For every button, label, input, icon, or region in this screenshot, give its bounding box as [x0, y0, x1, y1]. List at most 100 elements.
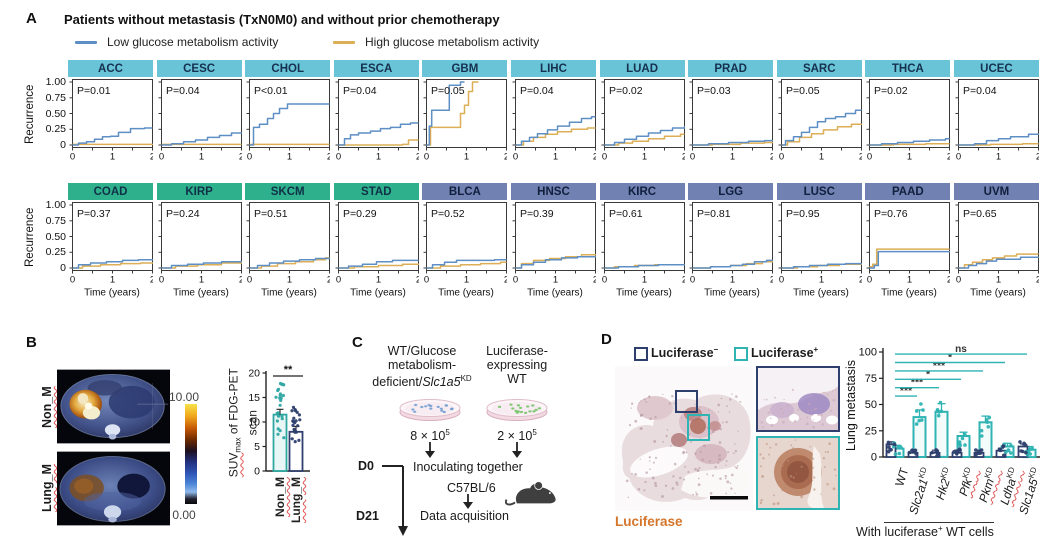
km-plot-SARC: P=0.05 0 1 2 [778, 79, 864, 163]
legend-item-high: High glucose metabolism activity [333, 35, 539, 49]
km-panel-GBM: GBM P=0.05 0 1 2 [422, 60, 510, 168]
cancer-type-header: BLCA [422, 183, 508, 200]
svg-text:0: 0 [336, 152, 341, 163]
svg-text:0: 0 [956, 275, 961, 286]
low-activity-line-swatch [75, 40, 97, 44]
svg-text:0: 0 [956, 152, 961, 163]
svg-text:0: 0 [867, 152, 872, 163]
svg-text:P=0.01: P=0.01 [77, 85, 111, 97]
timeline-day21-label: D21 [356, 509, 379, 523]
km-plot-STAD: P=0.29 0 1 2 Time (years) [335, 202, 421, 299]
svg-text:P=0.04: P=0.04 [166, 85, 200, 97]
svg-text:2: 2 [504, 152, 507, 163]
panel-d-letter: D [601, 331, 612, 348]
km-panel-PAAD: PAAD P=0.76 0 1 2 Time (years) [865, 183, 952, 305]
svg-text:2: 2 [150, 275, 153, 286]
svg-text:1: 1 [996, 275, 1001, 286]
svg-text:0: 0 [779, 152, 784, 163]
svg-text:2: 2 [947, 275, 950, 286]
svg-text:0: 0 [254, 466, 260, 478]
timeline-arrow [382, 465, 408, 536]
svg-text:2: 2 [238, 152, 241, 163]
svg-text:2: 2 [770, 275, 773, 286]
svg-text:1: 1 [730, 152, 735, 163]
svg-text:2: 2 [416, 275, 419, 286]
timeline-day0-label: D0 [358, 459, 374, 473]
cancer-type-header: LUAD [599, 60, 685, 77]
panel-a-title: Patients without metastasis (TxN0M0) and… [64, 12, 500, 27]
km-panel-ESCA: ESCA P=0.04 0 1 2 [333, 60, 421, 168]
luciferase-positive-swatch [734, 347, 748, 361]
svg-text:15: 15 [248, 392, 260, 404]
down-arrow-icon [425, 442, 435, 458]
km-plot-CESC: P=0.04 0 1 2 [158, 79, 244, 163]
y-tick-label: 0.75 [45, 214, 66, 227]
svg-text:***: *** [933, 360, 946, 372]
km-plot-KIRP: P=0.24 0 1 2 Time (years) [158, 202, 244, 299]
panel-a-letter: A [26, 10, 37, 27]
b-x-label-Non_M: Non_M [273, 477, 287, 517]
cancer-type-header: SARC [776, 60, 862, 77]
cancer-type-header: SKCM [245, 183, 331, 200]
cancer-type-header: LIHC [510, 60, 596, 77]
svg-text:ns: ns [955, 344, 967, 355]
petri-dish-blue-icon [399, 399, 461, 421]
cancer-type-header: HNSC [510, 183, 596, 200]
svg-text:1: 1 [198, 275, 203, 286]
svg-text:0: 0 [601, 275, 606, 286]
svg-text:2: 2 [859, 152, 862, 163]
down-arrow-icon [463, 494, 473, 509]
km-panel-PRAD: PRAD P=0.03 0 1 2 [688, 60, 775, 168]
y-tick-label: 1.00 [45, 76, 66, 88]
svg-text:0: 0 [513, 152, 518, 163]
svg-text:5: 5 [254, 441, 260, 453]
km-plot-PAAD: P=0.76 0 1 2 Time (years) [866, 202, 952, 299]
svg-text:0: 0 [424, 152, 429, 163]
svg-text:1: 1 [464, 152, 469, 163]
svg-text:P=0.04: P=0.04 [963, 85, 997, 97]
svg-text:0: 0 [336, 275, 341, 286]
svg-text:2: 2 [504, 275, 507, 286]
km-plot-ESCA: P=0.04 0 1 2 [335, 79, 421, 163]
svg-text:0: 0 [779, 275, 784, 286]
panel-b-letter: B [26, 334, 37, 351]
svg-text:50: 50 [865, 399, 877, 411]
cancer-type-header: THCA [865, 60, 951, 77]
legend-label-low: Low glucose metabolism activity [107, 35, 279, 49]
luciferase-negative-label: Luciferase− [651, 345, 719, 361]
svg-text:75: 75 [865, 373, 877, 385]
svg-text:P=0.05: P=0.05 [431, 85, 465, 97]
svg-text:2: 2 [238, 275, 241, 286]
svg-text:P=0.37: P=0.37 [77, 208, 111, 220]
pet-scan-non-m [57, 369, 170, 444]
scale-bar [710, 496, 748, 500]
svg-text:0: 0 [871, 452, 877, 464]
lung-histology-image [615, 366, 753, 511]
svg-text:0: 0 [247, 275, 252, 286]
km-panel-ACC: ACC P=0.01 0 1 2 [68, 60, 155, 168]
svg-text:0: 0 [690, 152, 695, 163]
svg-text:10: 10 [248, 417, 260, 429]
km-plot-COAD: P=0.37 0 1 2 Time (years) [69, 202, 155, 299]
cancer-type-header: LUSC [776, 183, 862, 200]
cancer-type-header: ACC [68, 60, 153, 77]
km-plot-UCEC: P=0.04 0 1 2 [955, 79, 1041, 163]
km-panel-LUSC: LUSC P=0.95 0 1 2 Time (years) [776, 183, 864, 305]
svg-text:0: 0 [158, 152, 163, 163]
cancer-type-header: PAAD [865, 183, 951, 200]
svg-text:2: 2 [327, 275, 330, 286]
pet-scan-lung-m [57, 451, 170, 526]
svg-text:2: 2 [1036, 152, 1039, 163]
cell-count-left: 8 × 105 [410, 428, 450, 444]
svg-text:0: 0 [158, 275, 163, 286]
y-tick-label: 0.25 [45, 246, 66, 259]
histology-inset-negative [756, 366, 840, 432]
svg-text:0: 0 [247, 152, 252, 163]
luciferase-positive-label: Luciferase+ [751, 345, 819, 361]
cancer-type-header: KIRC [599, 183, 685, 200]
legend-label-high: High glucose metabolism activity [365, 35, 540, 49]
svg-text:1: 1 [730, 275, 735, 286]
svg-text:25: 25 [865, 425, 877, 437]
cancer-type-header: UVM [953, 183, 1039, 200]
